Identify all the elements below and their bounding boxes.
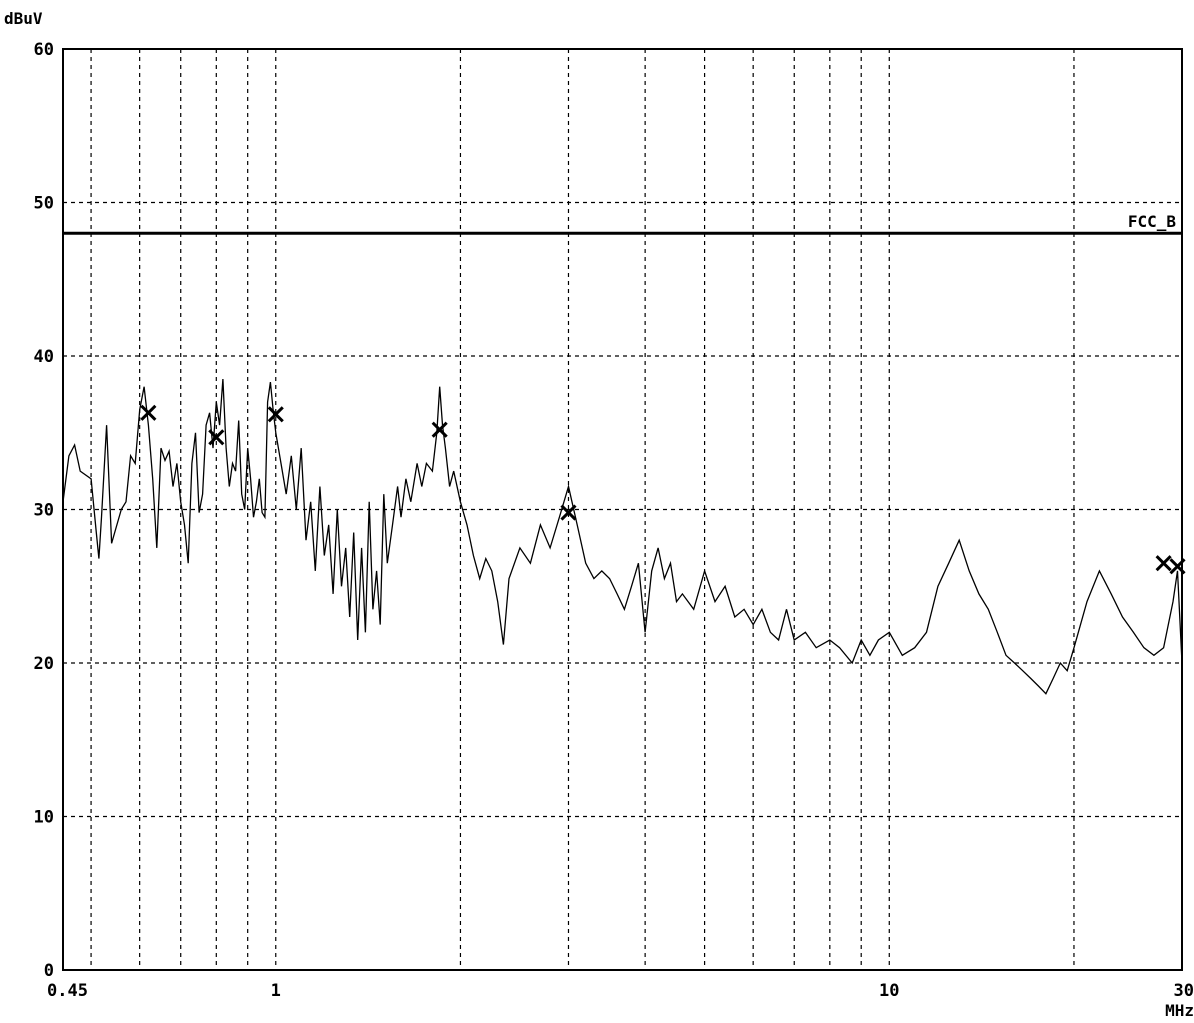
y-tick-labels: 0 10 20 30 40 50 60	[34, 40, 54, 981]
peak-marker	[208, 429, 225, 446]
y-axis-unit-label: dBuV	[4, 9, 43, 28]
y-tick-label: 40	[34, 347, 54, 367]
y-tick-label: 20	[34, 654, 54, 674]
plot-frame	[62, 48, 1183, 971]
x-tick-label: 10	[879, 981, 899, 1001]
peak-marker	[431, 421, 448, 438]
x-tick-label: 0.45	[47, 981, 88, 1001]
series-group	[62, 378, 1183, 695]
peak-marker	[267, 406, 284, 423]
y-tick-label: 50	[34, 194, 54, 214]
series-line	[62, 378, 1183, 695]
peak-marker	[140, 404, 157, 421]
y-tick-label: 10	[34, 808, 54, 828]
grid	[63, 49, 1183, 970]
y-tick-label: 0	[44, 961, 54, 981]
x-tick-label: 30	[1174, 981, 1194, 1001]
marker-group	[140, 404, 1186, 575]
limit-line-label: FCC_B	[1128, 212, 1177, 231]
y-tick-label: 30	[34, 501, 54, 521]
x-tick-labels: 0.45 1 10 30	[47, 981, 1194, 1001]
x-tick-label: 1	[271, 981, 281, 1001]
peak-marker	[1155, 555, 1172, 572]
peak-marker	[560, 504, 577, 521]
y-tick-label: 60	[34, 40, 54, 60]
x-axis-unit-label: MHz	[1165, 1001, 1194, 1020]
